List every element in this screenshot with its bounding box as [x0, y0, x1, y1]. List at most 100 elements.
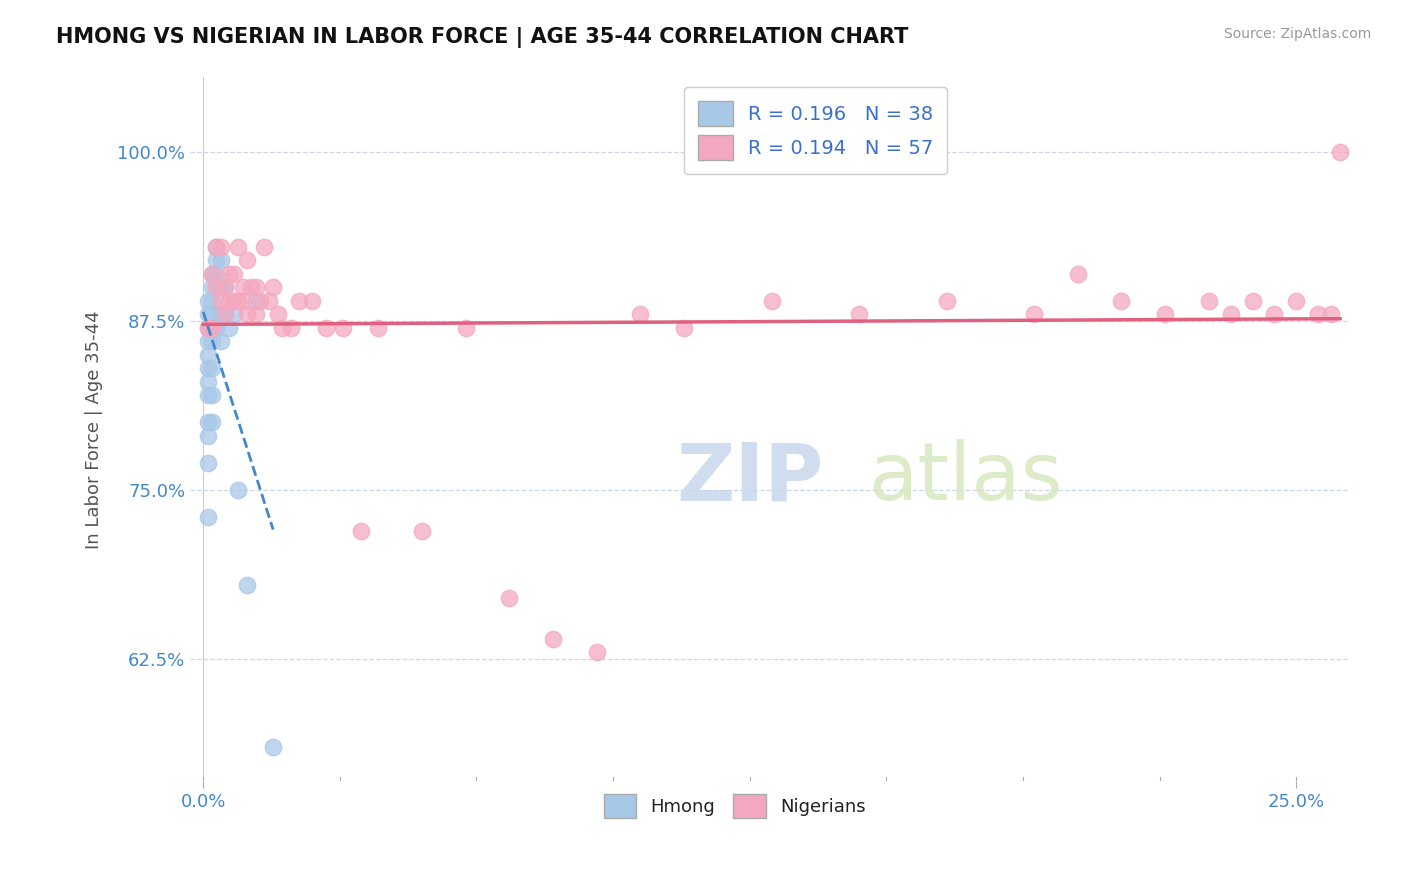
Point — [236, 307, 259, 321]
Text: ZIP: ZIP — [676, 440, 824, 517]
Point — [226, 483, 249, 497]
Point — [288, 293, 311, 308]
Point — [222, 267, 245, 281]
Point — [411, 524, 433, 538]
Point — [1154, 307, 1177, 321]
Point — [541, 632, 564, 646]
Point — [761, 293, 783, 308]
Point — [197, 375, 219, 389]
Point — [201, 416, 224, 430]
Point — [209, 293, 232, 308]
Text: Source: ZipAtlas.com: Source: ZipAtlas.com — [1223, 27, 1371, 41]
Point — [301, 293, 323, 308]
Point — [214, 280, 236, 294]
Point — [270, 320, 292, 334]
Point — [1067, 267, 1090, 281]
Point — [585, 645, 607, 659]
Point — [1329, 145, 1351, 159]
Point — [205, 267, 228, 281]
Point — [1285, 293, 1308, 308]
Point — [1022, 307, 1045, 321]
Point — [236, 578, 259, 592]
Point — [1219, 307, 1241, 321]
Point — [231, 280, 253, 294]
Point — [197, 388, 219, 402]
Point — [214, 307, 236, 321]
Point — [201, 307, 224, 321]
Point — [245, 293, 267, 308]
Point — [1263, 307, 1285, 321]
Point — [197, 456, 219, 470]
Point — [205, 253, 228, 268]
Point — [498, 591, 520, 606]
Point — [201, 267, 224, 281]
Point — [245, 307, 267, 321]
Point — [209, 280, 232, 294]
Point — [1111, 293, 1133, 308]
Point — [226, 293, 249, 308]
Point — [349, 524, 371, 538]
Point — [201, 293, 224, 308]
Point — [1320, 307, 1343, 321]
Point — [209, 239, 232, 253]
Text: HMONG VS NIGERIAN IN LABOR FORCE | AGE 35-44 CORRELATION CHART: HMONG VS NIGERIAN IN LABOR FORCE | AGE 3… — [56, 27, 908, 48]
Point — [205, 320, 228, 334]
Point — [226, 239, 249, 253]
Point — [201, 388, 224, 402]
Point — [236, 253, 259, 268]
Point — [209, 307, 232, 321]
Point — [209, 253, 232, 268]
Point — [245, 280, 267, 294]
Point — [205, 280, 228, 294]
Point — [218, 320, 240, 334]
Point — [262, 740, 284, 755]
Point — [280, 320, 302, 334]
Point — [240, 280, 263, 294]
Point — [197, 320, 219, 334]
Point — [214, 307, 236, 321]
Point — [214, 280, 236, 294]
Point — [205, 280, 228, 294]
Point — [209, 334, 232, 349]
Point — [315, 320, 337, 334]
Point — [222, 293, 245, 308]
Point — [1198, 293, 1220, 308]
Point — [218, 267, 240, 281]
Y-axis label: In Labor Force | Age 35-44: In Labor Force | Age 35-44 — [86, 310, 103, 549]
Point — [231, 293, 253, 308]
Point — [197, 320, 219, 334]
Point — [1241, 293, 1264, 308]
Point — [249, 293, 271, 308]
Point — [201, 280, 224, 294]
Point — [253, 239, 276, 253]
Point — [197, 348, 219, 362]
Legend: Hmong, Nigerians: Hmong, Nigerians — [596, 787, 873, 825]
Text: atlas: atlas — [868, 440, 1063, 517]
Point — [262, 280, 284, 294]
Point — [197, 334, 219, 349]
Point — [197, 293, 219, 308]
Point — [201, 267, 224, 281]
Point — [201, 320, 224, 334]
Point — [197, 307, 219, 321]
Point — [454, 320, 477, 334]
Point — [218, 293, 240, 308]
Point — [935, 293, 957, 308]
Point — [266, 307, 288, 321]
Point — [630, 307, 652, 321]
Point — [197, 510, 219, 524]
Point — [197, 361, 219, 376]
Point — [197, 416, 219, 430]
Point — [367, 320, 389, 334]
Point — [673, 320, 696, 334]
Point — [848, 307, 870, 321]
Point — [197, 429, 219, 443]
Point — [1308, 307, 1330, 321]
Point — [205, 239, 228, 253]
Point — [201, 334, 224, 349]
Point — [222, 307, 245, 321]
Point — [205, 239, 228, 253]
Point — [201, 320, 224, 334]
Point — [257, 293, 280, 308]
Point — [332, 320, 354, 334]
